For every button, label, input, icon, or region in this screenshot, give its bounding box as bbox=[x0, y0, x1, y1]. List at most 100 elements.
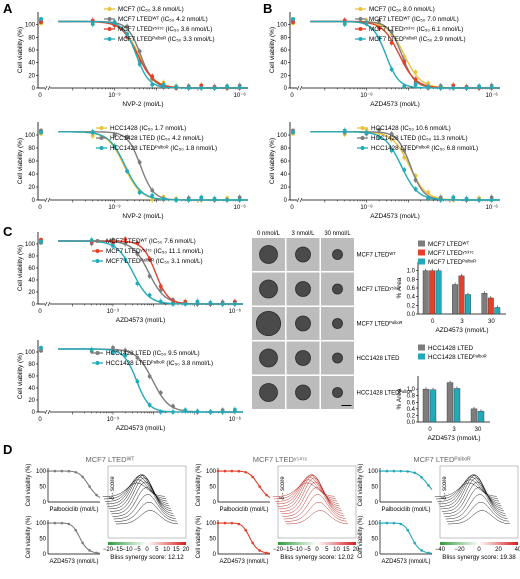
x-tick-label: 30 bbox=[488, 319, 495, 325]
y-tick-label: 0 bbox=[32, 302, 36, 308]
y-tick-label: 20 bbox=[280, 73, 287, 79]
y-tick-label: 0 bbox=[43, 552, 47, 558]
bar-chart-C_bar_bot: 0.00.20.40.60.81.0 0 3 30 AZD4573 (nmol/L) % … bbox=[396, 344, 490, 442]
y-tick-label: 50 bbox=[371, 485, 378, 491]
x-tick-label: 10⁻⁶ bbox=[234, 204, 247, 211]
y-tick-label: 0 bbox=[43, 500, 47, 506]
spheroid bbox=[332, 387, 343, 398]
data-point-zero bbox=[291, 16, 295, 21]
colorbar-tick: −20 bbox=[273, 547, 284, 553]
axis-break-mark bbox=[296, 85, 300, 91]
data-point-zero bbox=[291, 130, 295, 135]
x-tick-label: 10⁻⁶ bbox=[234, 92, 247, 99]
bar bbox=[465, 294, 471, 315]
y-axis-label: Cell viability (%) bbox=[358, 516, 364, 559]
bliss-score: Bliss synergy score: 12.12 bbox=[110, 554, 184, 561]
x-tick-label: 10⁻⁹ bbox=[108, 204, 121, 211]
axis-break-mark bbox=[47, 301, 51, 307]
surface-line bbox=[443, 481, 506, 515]
surface-line bbox=[441, 477, 505, 512]
bar bbox=[422, 388, 430, 423]
legend-marker bbox=[107, 27, 112, 31]
legend-entry: MCF7 LTEDᵂᵀ (IC₅₀ 7.0 nmol/L) bbox=[369, 16, 459, 23]
y-tick-label: 60 bbox=[280, 159, 287, 165]
y-tick-label: 100 bbox=[25, 350, 36, 356]
legend-marker bbox=[107, 7, 112, 11]
colorbar-tick: 15 bbox=[343, 547, 350, 553]
x-tick-label: 10⁻⁶ bbox=[229, 416, 242, 423]
colorbar bbox=[440, 542, 518, 545]
y-tick-label: 40 bbox=[280, 172, 287, 178]
x-axis-label: AZD4573 (mol/L) bbox=[116, 317, 166, 324]
y-tick-label: 1.0 bbox=[407, 387, 416, 393]
spheroid bbox=[332, 352, 343, 364]
legend-entry: HCC1428 LTED (IC₅₀ 4.2 nmol/L) bbox=[110, 135, 204, 142]
y-axis-label: Cell viability (%) bbox=[269, 27, 276, 73]
data-point-zero bbox=[39, 348, 43, 353]
surface-plot-frame bbox=[277, 465, 357, 539]
colorbar-tick: −5 bbox=[304, 547, 312, 553]
surface-line bbox=[437, 476, 500, 502]
bar bbox=[487, 297, 494, 315]
data-point-zero bbox=[39, 345, 43, 350]
y-tick-label: 80 bbox=[28, 35, 35, 41]
surface-line bbox=[111, 481, 174, 515]
surface-line bbox=[109, 477, 173, 512]
colorbar-tick: 20 bbox=[183, 547, 190, 553]
y-tick-label: 50 bbox=[209, 537, 216, 543]
bar bbox=[481, 293, 488, 315]
colorbar-tick: 10 bbox=[333, 547, 340, 553]
y-tick-label: 60 bbox=[28, 48, 35, 54]
y-tick-label: 100 bbox=[25, 23, 36, 29]
x-axis-label: AZD4573 (nmol/L) bbox=[427, 435, 480, 442]
data-point-zero bbox=[39, 239, 43, 244]
y-tick-label: 60 bbox=[28, 266, 35, 272]
y-tick-label: 20 bbox=[28, 73, 35, 79]
colorbar-tick: −40 bbox=[435, 547, 446, 553]
image-column-label: 30 nmol/L bbox=[324, 231, 351, 237]
dose-response-C_bot: 0 20 40 60 80 100 0 10⁻⁹ 10⁻⁶ AZD4573 (mol/L) Cell… bbox=[17, 340, 243, 432]
y-tick-label: 0.8 bbox=[407, 394, 416, 400]
curve-HCC1428-LTED-PalboR bbox=[310, 131, 500, 201]
spheroid bbox=[295, 281, 311, 297]
y-axis-label: Cell viability (%) bbox=[269, 138, 276, 184]
surface-plot-frame bbox=[107, 465, 187, 539]
x-tick-label: 0 bbox=[428, 427, 432, 433]
x-axis-label: Palbociclib (mol/L) bbox=[49, 507, 98, 513]
colorbar-tick: −20 bbox=[103, 547, 114, 553]
panel-letter-C: C bbox=[3, 224, 13, 239]
legend-entry: MCF7 LTEDᴾᵃˡᵇᵒᴿ (IC₅₀ 3.3 nmol/L) bbox=[118, 36, 215, 43]
axis-break-mark bbox=[44, 301, 48, 307]
legend-entry: HCC1428 (IC₅₀ 1.7 nmol/L) bbox=[110, 125, 186, 132]
surface-line bbox=[103, 479, 167, 500]
spheroid bbox=[255, 310, 282, 337]
y-tick-label: 0 bbox=[32, 198, 36, 204]
panel-D-3: MCF7 LTEDᴾᵃˡᵇᵒᴿ 0 50 100 Palbociclib (mol/L)… bbox=[358, 455, 520, 565]
x-tick-label: 10⁻⁹ bbox=[360, 204, 373, 211]
y-tick-label: 100 bbox=[368, 469, 379, 475]
y-tick-label: 0.4 bbox=[407, 407, 416, 413]
y-tick-label: 20 bbox=[28, 185, 35, 191]
image-column-label: 0 nmol/L bbox=[257, 231, 281, 237]
colorbar-tick: −10 bbox=[292, 547, 303, 553]
image-row-label: MCF7 LTEDᴾᵃˡᵇᵒᴿ bbox=[357, 321, 403, 328]
z-axis-label: δ - score bbox=[442, 476, 448, 500]
legend-swatch bbox=[418, 240, 425, 247]
y-tick-label: 50 bbox=[209, 485, 216, 491]
x-tick-label: 0 bbox=[38, 309, 42, 315]
y-tick-label: 100 bbox=[368, 521, 379, 527]
axis-break-mark bbox=[299, 197, 303, 203]
surface-line bbox=[438, 474, 501, 505]
surface-line bbox=[445, 494, 508, 520]
colorbar-tick: 15 bbox=[173, 547, 180, 553]
dose-response-C_top: 0 20 40 60 80 100 0 10⁻⁹ 10⁻⁶ AZD4573 (mol/L) Cell… bbox=[17, 232, 243, 324]
dose-curve bbox=[48, 522, 101, 554]
y-tick-label: 80 bbox=[280, 35, 287, 41]
legend-marker bbox=[360, 126, 365, 130]
y-axis-label: Cell viability (%) bbox=[17, 245, 24, 291]
surface-line bbox=[272, 482, 335, 497]
image-row-label: MCF7 LTEDᵂᵀ bbox=[357, 252, 397, 259]
y-axis-label: Cell viability (%) bbox=[358, 464, 364, 507]
panel-letter-B: B bbox=[263, 1, 272, 16]
